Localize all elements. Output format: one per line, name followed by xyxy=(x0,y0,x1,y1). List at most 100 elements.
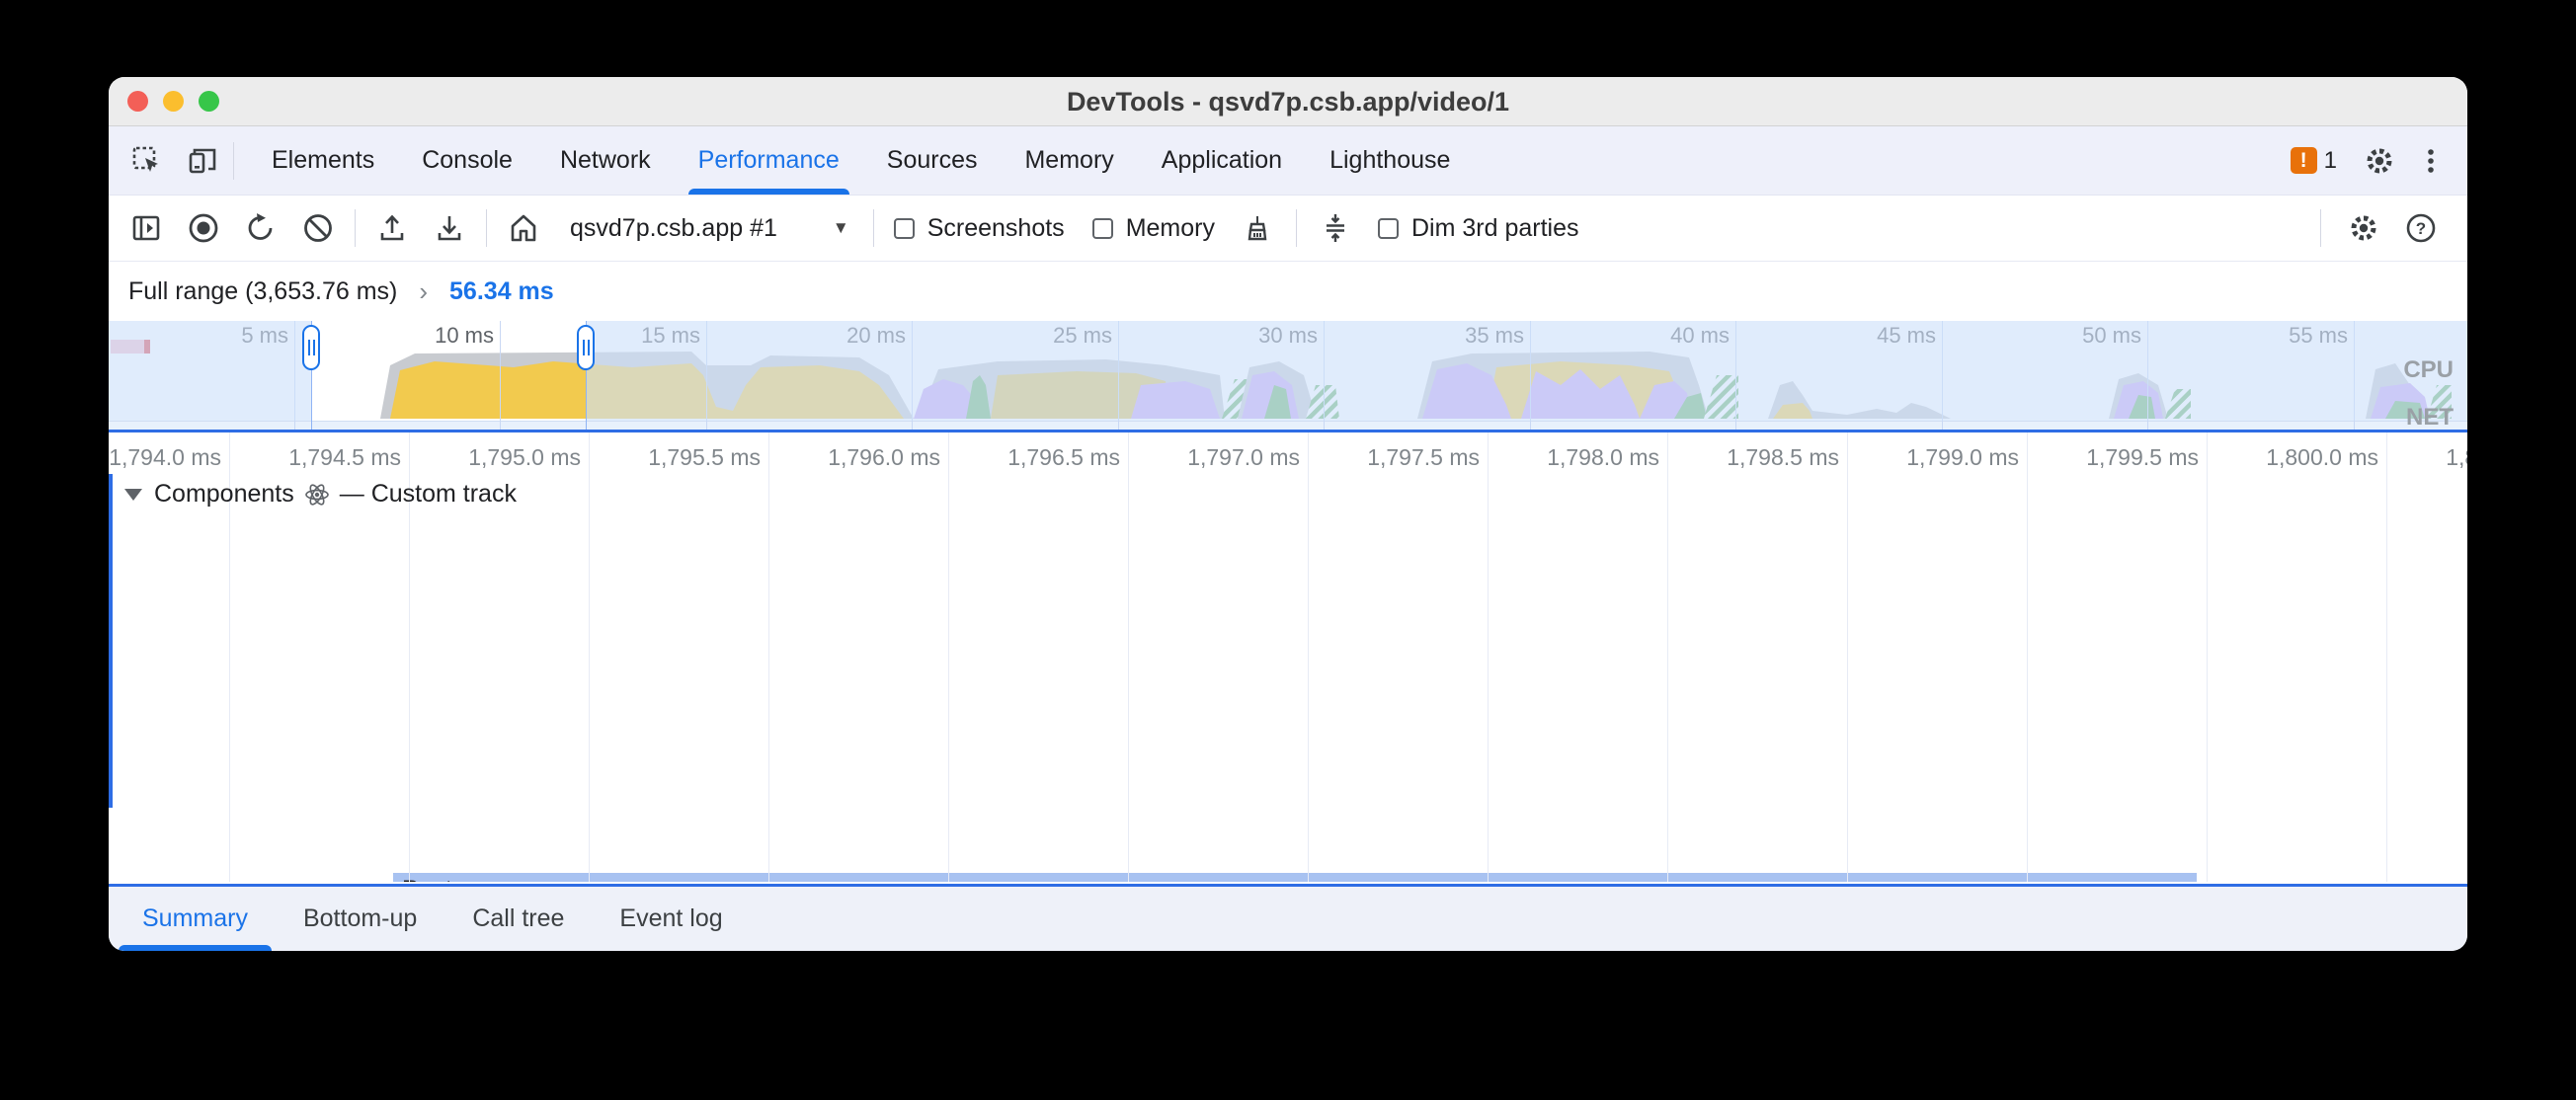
zoom-window-button[interactable] xyxy=(199,91,219,112)
toggle-sidebar-icon[interactable] xyxy=(128,210,164,246)
checkbox-box xyxy=(893,217,915,239)
tab-network[interactable]: Network xyxy=(559,146,651,174)
device-toolbar-icon[interactable] xyxy=(186,144,219,178)
react-atom-icon xyxy=(304,482,330,508)
bottom-tab-call-tree[interactable]: Call tree xyxy=(472,904,565,932)
window-title: DevTools - qsvd7p.csb.app/video/1 xyxy=(1066,87,1510,117)
separator xyxy=(355,209,356,247)
ruler-gridline xyxy=(2207,432,2208,882)
target-select[interactable]: qsvd7p.csb.app #1 ▼ xyxy=(562,206,857,250)
ruler-tick-label: 1,798.5 ms xyxy=(1727,444,1839,470)
full-range-crumb[interactable]: Full range (3,653.76 ms) xyxy=(128,276,398,305)
details-tabbar: Summary Bottom-up Call tree Event log xyxy=(109,884,2467,951)
range-breadcrumb: Full range (3,653.76 ms) › 56.34 ms xyxy=(109,262,2467,321)
devtools-tabbar: Elements Console Network Performance Sources… xyxy=(109,126,2467,196)
separator xyxy=(1295,209,1297,247)
dim-3rd-parties-checkbox[interactable]: Dim 3rd parties xyxy=(1377,213,1579,243)
ruler-tick-label: 1,795.5 ms xyxy=(648,444,761,470)
reload-record-icon[interactable] xyxy=(243,210,279,246)
screenshots-checkbox[interactable]: Screenshots xyxy=(893,213,1065,243)
ruler-gridline xyxy=(229,432,230,882)
ruler-tick-label: 1,797.0 ms xyxy=(1187,444,1300,470)
flame-bar[interactable]: Router xyxy=(393,873,2197,882)
dim-3rd-parties-label: Dim 3rd parties xyxy=(1410,213,1579,242)
tab-application[interactable]: Application xyxy=(1161,146,1283,174)
separator xyxy=(233,141,234,180)
ruler-gridline xyxy=(2027,432,2028,882)
separator xyxy=(486,209,487,247)
svg-text:?: ? xyxy=(2416,219,2426,238)
ruler-gridline xyxy=(1308,432,1309,882)
settings-gear-icon[interactable] xyxy=(2363,144,2396,178)
tab-elements[interactable]: Elements xyxy=(272,146,375,174)
kebab-menu-icon[interactable] xyxy=(2414,144,2448,178)
close-window-button[interactable] xyxy=(127,91,148,112)
collect-garbage-icon[interactable] xyxy=(1240,210,1275,246)
upload-profile-icon[interactable] xyxy=(374,210,410,246)
inspect-icon[interactable] xyxy=(130,144,164,178)
record-icon[interactable] xyxy=(186,210,221,246)
clear-icon[interactable] xyxy=(300,210,336,246)
separator xyxy=(2320,209,2321,247)
overview-dim-left xyxy=(109,321,311,421)
memory-label: Memory xyxy=(1125,213,1215,242)
tab-lighthouse[interactable]: Lighthouse xyxy=(1329,146,1451,174)
components-track-header[interactable]: Components — Custom track xyxy=(124,480,517,509)
ruler-gridline xyxy=(768,432,769,882)
ruler-gridline xyxy=(409,432,410,882)
selection-boundary-line xyxy=(586,321,587,430)
panel-tabs: Elements Console Network Performance Sources… xyxy=(248,126,1474,195)
download-profile-icon[interactable] xyxy=(432,210,467,246)
issues-icon: ! xyxy=(2290,147,2317,174)
home-icon[interactable] xyxy=(506,210,541,246)
target-select-value: qsvd7p.csb.app #1 xyxy=(570,213,777,242)
ruler-gridline xyxy=(1488,432,1489,882)
right-range-handle[interactable] xyxy=(577,325,595,370)
bottom-tab-bottom-up[interactable]: Bottom-up xyxy=(302,904,418,932)
chevron-right-icon: › xyxy=(419,275,429,306)
ruler-tick-label: 1,794.5 ms xyxy=(288,444,401,470)
checkbox-box xyxy=(1377,217,1399,239)
tab-memory[interactable]: Memory xyxy=(1024,146,1114,174)
tabbar-right: ! 1 xyxy=(2290,144,2448,178)
tab-performance[interactable]: Performance xyxy=(675,126,863,195)
issues-button[interactable]: ! 1 xyxy=(2290,146,2337,175)
capture-settings-gear-icon[interactable] xyxy=(2346,210,2381,246)
track-name: Components xyxy=(154,480,294,508)
overview-tick-line xyxy=(500,321,501,430)
memory-checkbox[interactable]: Memory xyxy=(1091,213,1215,243)
tab-sources[interactable]: Sources xyxy=(886,146,978,174)
ruler-gridline xyxy=(948,432,949,882)
cpu-lane-label: CPU xyxy=(2403,356,2454,383)
bottom-tab-event-log[interactable]: Event log xyxy=(619,904,723,932)
ruler-tick-label: 1,799.0 ms xyxy=(1906,444,2019,470)
ruler-tick-label: 1,796.0 ms xyxy=(828,444,940,470)
ruler-tick-label: 1,798.0 ms xyxy=(1547,444,1659,470)
performance-toolbar: qsvd7p.csb.app #1 ▼ Screenshots Memory xyxy=(109,196,2467,262)
tab-console[interactable]: Console xyxy=(422,146,513,174)
separator xyxy=(872,209,874,247)
track-suffix: — Custom track xyxy=(339,480,517,508)
bottom-tab-summary[interactable]: Summary xyxy=(115,887,276,951)
overview-dim-right xyxy=(586,321,2467,421)
flame-chart-pane[interactable]: RouterAppHomePageS…tSearchListVideoVideo… xyxy=(109,432,2467,882)
ruler-gridline xyxy=(2386,432,2387,882)
left-range-handle[interactable] xyxy=(302,325,320,370)
collapse-tracks-icon[interactable] xyxy=(1318,210,1353,246)
minimize-window-button[interactable] xyxy=(163,91,184,112)
selected-range-crumb[interactable]: 56.34 ms xyxy=(449,276,554,305)
net-lane xyxy=(109,421,2467,430)
ruler-tick-label: 1,794.0 ms xyxy=(109,444,221,470)
ruler-gridline xyxy=(1847,432,1848,882)
checkbox-box xyxy=(1091,217,1113,239)
ruler-tick-label: 1,796.5 ms xyxy=(1007,444,1120,470)
ruler-gridline xyxy=(589,432,590,882)
issues-count: 1 xyxy=(2323,146,2337,174)
devtools-window: DevTools - qsvd7p.csb.app/video/1 Elemen… xyxy=(109,77,2467,951)
screenshots-label: Screenshots xyxy=(926,213,1065,242)
help-icon[interactable]: ? xyxy=(2403,210,2439,246)
ruler-tick-label: 1,799.5 ms xyxy=(2086,444,2199,470)
ruler-gridline xyxy=(1128,432,1129,882)
